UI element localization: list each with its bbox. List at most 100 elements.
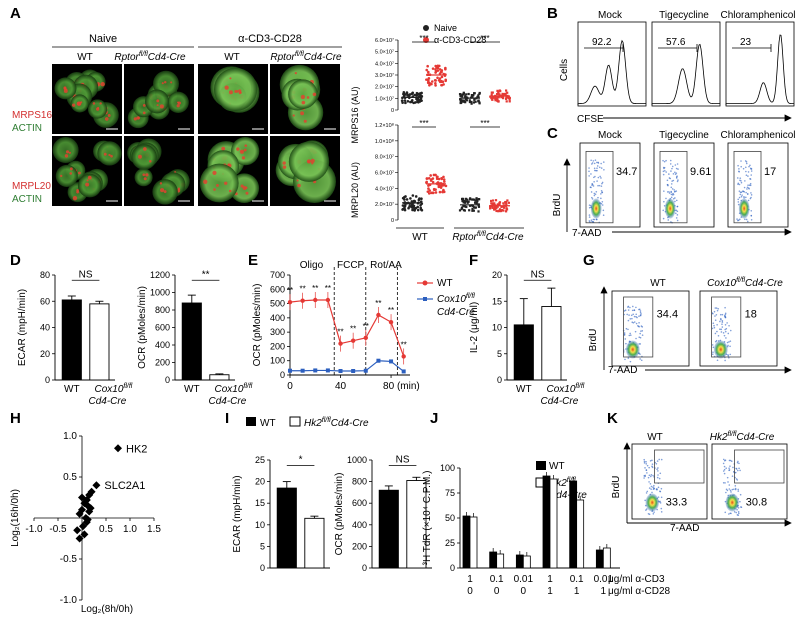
data-point bbox=[459, 94, 462, 98]
y-axis-label: ECAR (mpH/min) bbox=[17, 289, 28, 366]
event-dot bbox=[714, 307, 717, 309]
event-dot bbox=[744, 160, 747, 162]
data-point bbox=[489, 207, 492, 210]
data-point bbox=[416, 92, 420, 96]
event-dot bbox=[600, 167, 603, 169]
micrograph-tile bbox=[198, 136, 268, 206]
data-point bbox=[503, 93, 506, 96]
legend-ko-gene: Cox10 bbox=[437, 294, 466, 305]
data-point bbox=[505, 100, 508, 103]
legend-ko-i: Hk2fl/flCd4-Cre bbox=[304, 417, 369, 429]
data-point bbox=[462, 93, 465, 96]
event-dot bbox=[724, 328, 726, 331]
data-point bbox=[444, 67, 447, 71]
data-point bbox=[460, 207, 463, 211]
data-point bbox=[412, 101, 415, 105]
red-puncta bbox=[216, 184, 219, 187]
event-dot bbox=[643, 460, 646, 463]
event-dot bbox=[645, 469, 648, 471]
sig-label: *** bbox=[419, 119, 428, 128]
event-dot bbox=[716, 359, 719, 362]
event-dot bbox=[662, 166, 665, 169]
gate-box bbox=[733, 150, 762, 224]
event-dot bbox=[737, 488, 739, 491]
data-point bbox=[440, 177, 444, 181]
event-dot bbox=[666, 179, 669, 182]
event-dot bbox=[591, 162, 594, 164]
event-dot bbox=[746, 186, 749, 189]
event-dot bbox=[750, 168, 752, 170]
event-dot bbox=[668, 191, 670, 193]
event-dot bbox=[738, 462, 740, 465]
series-wt-line bbox=[289, 299, 405, 357]
row1-top-label: MRPS16 bbox=[12, 110, 52, 121]
event-dot bbox=[723, 472, 726, 475]
event-dot bbox=[739, 469, 741, 472]
data-point bbox=[496, 205, 499, 208]
data-point bbox=[433, 79, 437, 82]
cell bbox=[55, 164, 78, 187]
event-dot bbox=[729, 340, 732, 342]
event-dot bbox=[602, 209, 605, 212]
data-point bbox=[403, 99, 407, 102]
event-dot bbox=[741, 194, 743, 196]
event-dot bbox=[668, 192, 671, 194]
data-point bbox=[439, 185, 443, 189]
event-dot bbox=[593, 194, 596, 197]
data-point bbox=[491, 96, 495, 99]
y-tick-label: 4.0×10⁷ bbox=[375, 185, 394, 192]
event-dot bbox=[747, 171, 750, 173]
event-dot bbox=[625, 327, 628, 330]
data-point bbox=[434, 64, 437, 68]
event-dot bbox=[649, 460, 652, 462]
event-dot bbox=[596, 161, 598, 164]
event-dot bbox=[738, 190, 741, 192]
red-puncta bbox=[156, 99, 160, 103]
event-dot bbox=[736, 479, 739, 481]
event-dot bbox=[725, 337, 727, 339]
point-ko bbox=[351, 369, 356, 373]
event-dot bbox=[644, 475, 646, 478]
sig-stars: ** bbox=[388, 306, 394, 315]
gate-box bbox=[585, 150, 614, 224]
sig-label: *** bbox=[480, 34, 489, 43]
event-dot bbox=[635, 306, 637, 309]
red-puncta bbox=[63, 86, 67, 90]
red-puncta bbox=[300, 111, 305, 116]
data-point bbox=[430, 191, 433, 195]
event-dot bbox=[627, 309, 630, 311]
data-point bbox=[464, 200, 467, 203]
event-dot bbox=[669, 159, 672, 162]
event-dot bbox=[653, 487, 655, 489]
cell bbox=[134, 168, 153, 187]
event-dot bbox=[659, 472, 662, 475]
event-dot bbox=[729, 345, 731, 348]
xlabel-cfse: CFSE bbox=[577, 114, 604, 125]
sig-stars: ** bbox=[312, 284, 318, 293]
event-dot bbox=[627, 319, 630, 322]
event-dot bbox=[717, 307, 720, 310]
point-ko bbox=[288, 368, 292, 373]
x-label-ko-sup: fl/fl bbox=[575, 383, 584, 390]
flow-plot: 18 bbox=[699, 290, 778, 367]
y-tick-label: 0 bbox=[497, 375, 502, 385]
red-puncta bbox=[160, 188, 165, 193]
event-dot bbox=[737, 506, 740, 509]
legend-ko-j-suffix: Cd4-Cre bbox=[549, 490, 587, 501]
red-puncta bbox=[143, 177, 147, 181]
event-dot bbox=[748, 165, 750, 168]
data-point bbox=[478, 91, 481, 95]
event-dot bbox=[591, 196, 593, 199]
gene-point bbox=[73, 526, 82, 535]
panel-label-e: E bbox=[248, 252, 258, 269]
event-dot bbox=[593, 167, 596, 170]
event-dot bbox=[737, 164, 739, 167]
sig-label: *** bbox=[480, 119, 489, 128]
event-dot bbox=[597, 196, 599, 199]
event-dot bbox=[746, 193, 749, 195]
flow-frame bbox=[727, 142, 789, 228]
event-dot bbox=[659, 500, 661, 503]
y-tick-label: 1.0×10⁸ bbox=[375, 138, 394, 145]
data-point bbox=[476, 200, 479, 203]
data-point bbox=[410, 98, 414, 102]
